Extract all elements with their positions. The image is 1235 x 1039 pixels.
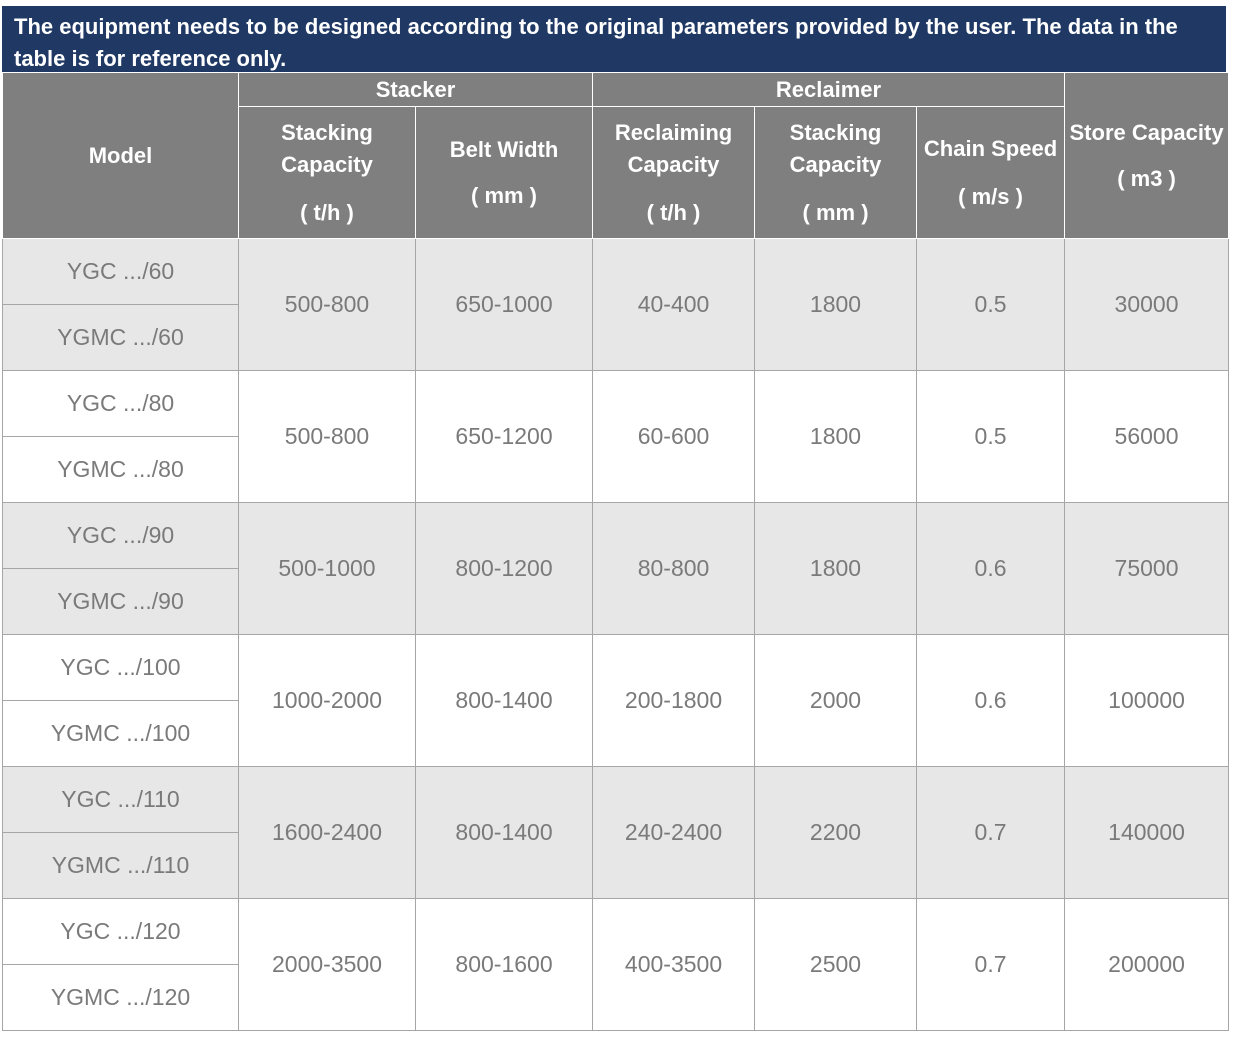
table-row: YGC .../110 1600-2400 800-1400 240-2400 … <box>2 766 1230 899</box>
reclaiming-capacity-cell: 80-800 <box>592 502 756 635</box>
table-row: YGC .../80 500-800 650-1200 60-600 1800 … <box>2 370 1230 503</box>
reclaiming-capacity-cell: 60-600 <box>592 370 756 503</box>
store-capacity-cell: 56000 <box>1064 370 1230 503</box>
header-chain-speed-label: Chain Speed <box>923 135 1058 161</box>
store-capacity-cell: 200000 <box>1064 898 1230 1031</box>
model-cell: YGMC .../90 <box>2 568 239 635</box>
header-model: Model <box>2 72 239 239</box>
header-stacking-capacity-label: Stacking Capacity <box>281 119 373 177</box>
stacking-capacity-cell: 1600-2400 <box>238 766 416 899</box>
table-header: Model Stacker Reclaimer Store Capacity (… <box>2 72 1230 239</box>
model-cell: YGMC .../110 <box>2 832 239 899</box>
reference-notice: The equipment needs to be designed accor… <box>2 6 1226 72</box>
store-capacity-cell: 140000 <box>1064 766 1230 899</box>
model-cell: YGC .../100 <box>2 634 239 701</box>
stacking-capacity-cell: 1000-2000 <box>238 634 416 767</box>
header-chain-speed-unit: ( m/s ) <box>958 183 1023 209</box>
belt-width-cell: 650-1200 <box>414 370 594 503</box>
model-cell: YGMC .../100 <box>2 700 239 767</box>
model-cell: YGMC .../80 <box>2 436 239 503</box>
table-row: YGC .../100 1000-2000 800-1400 200-1800 … <box>2 634 1230 767</box>
table-row: YGMC .../80 <box>2 436 1229 503</box>
model-cell: YGC .../90 <box>2 502 239 569</box>
table-row: YGMC .../100 <box>2 700 1229 767</box>
header-belt-width-unit: ( mm ) <box>471 182 537 208</box>
belt-width-cell: 800-1600 <box>414 898 594 1031</box>
belt-width-cell: 650-1000 <box>414 238 594 371</box>
reclaimer-stacking-capacity-cell: 1800 <box>754 238 918 371</box>
header-reclaiming-capacity-unit: ( t/h ) <box>646 199 701 225</box>
chain-speed-cell: 0.5 <box>916 238 1066 371</box>
model-cell: YGC .../80 <box>2 370 239 437</box>
header-belt-width-label: Belt Width <box>449 136 559 162</box>
stacking-capacity-cell: 500-800 <box>238 238 416 371</box>
store-capacity-cell: 100000 <box>1064 634 1230 767</box>
equipment-parameter-table: Model Stacker Reclaimer Store Capacity (… <box>2 72 1230 1031</box>
reclaimer-stacking-capacity-cell: 2500 <box>754 898 918 1031</box>
header-stacking-capacity-unit: ( t/h ) <box>300 199 354 225</box>
header-belt-width: Belt Width ( mm ) <box>414 106 594 239</box>
header-chain-speed: Chain Speed ( m/s ) <box>916 106 1066 239</box>
stacking-capacity-cell: 2000-3500 <box>238 898 416 1031</box>
chain-speed-cell: 0.6 <box>916 634 1066 767</box>
belt-width-cell: 800-1400 <box>414 766 594 899</box>
reclaimer-stacking-capacity-cell: 1800 <box>754 502 918 635</box>
table-row: YGC .../90 500-1000 800-1200 80-800 1800… <box>2 502 1230 635</box>
table-row: YGC .../120 2000-3500 800-1600 400-3500 … <box>2 898 1230 1031</box>
header-store-capacity-unit: ( m3 ) <box>1117 165 1176 191</box>
reclaimer-stacking-capacity-cell: 2200 <box>754 766 918 899</box>
table-row: YGC .../60 500-800 650-1000 40-400 1800 … <box>2 238 1230 371</box>
chain-speed-cell: 0.6 <box>916 502 1066 635</box>
reclaiming-capacity-cell: 200-1800 <box>592 634 756 767</box>
header-reclaimer-stacking-capacity: Stacking Capacity ( mm ) <box>754 106 918 239</box>
store-capacity-cell: 30000 <box>1064 238 1230 371</box>
header-stacking-capacity: Stacking Capacity ( t/h ) <box>238 106 416 239</box>
chain-speed-cell: 0.7 <box>916 766 1066 899</box>
table-row: YGMC .../120 <box>2 964 1229 1031</box>
header-reclaiming-capacity-label: Reclaiming Capacity <box>614 119 733 177</box>
model-cell: YGMC .../120 <box>2 964 239 1031</box>
model-cell: YGC .../110 <box>2 766 239 833</box>
header-reclaimer-group: Reclaimer <box>592 72 1066 107</box>
header-reclaimer-stacking-capacity-unit: ( mm ) <box>802 199 869 225</box>
table-row: YGMC .../110 <box>2 832 1229 899</box>
chain-speed-cell: 0.7 <box>916 898 1066 1031</box>
reclaiming-capacity-cell: 240-2400 <box>592 766 756 899</box>
model-cell: YGMC .../60 <box>2 304 239 371</box>
header-store-capacity-label: Store Capacity <box>1069 119 1224 145</box>
store-capacity-cell: 75000 <box>1064 502 1230 635</box>
model-cell: YGC .../60 <box>2 238 239 305</box>
reclaimer-stacking-capacity-cell: 1800 <box>754 370 918 503</box>
header-store-capacity: Store Capacity ( m3 ) <box>1064 72 1230 239</box>
stacking-capacity-cell: 500-800 <box>238 370 416 503</box>
reclaiming-capacity-cell: 40-400 <box>592 238 756 371</box>
header-reclaimer-stacking-capacity-label: Stacking Capacity <box>789 119 882 177</box>
chain-speed-cell: 0.5 <box>916 370 1066 503</box>
header-stacker-group: Stacker <box>237 72 594 107</box>
reclaiming-capacity-cell: 400-3500 <box>592 898 756 1031</box>
belt-width-cell: 800-1200 <box>414 502 594 635</box>
model-cell: YGC .../120 <box>2 898 239 965</box>
table-body: YGC .../60 500-800 650-1000 40-400 1800 … <box>2 238 1230 1031</box>
reclaimer-stacking-capacity-cell: 2000 <box>754 634 918 767</box>
header-reclaiming-capacity: Reclaiming Capacity ( t/h ) <box>592 106 756 239</box>
belt-width-cell: 800-1400 <box>414 634 594 767</box>
table-row: YGMC .../60 <box>2 304 1229 371</box>
stacking-capacity-cell: 500-1000 <box>238 502 416 635</box>
